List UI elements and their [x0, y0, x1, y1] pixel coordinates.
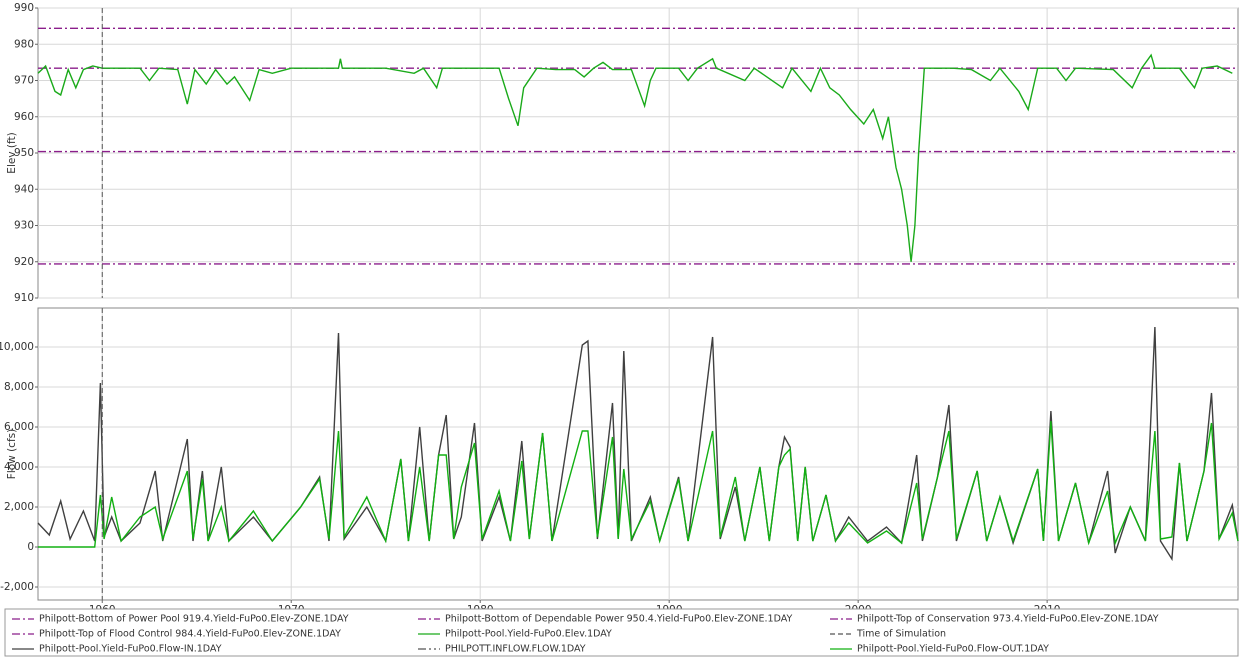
- legend-label: Philpott-Pool.Yield-FuPo0.Flow-IN.1DAY: [39, 644, 222, 655]
- y-tick-label: 960: [14, 111, 34, 123]
- y-axis-label: Flow (cfs): [6, 429, 18, 479]
- legend-label: Philpott-Top of Flood Control 984.4.Yiel…: [39, 629, 341, 640]
- series-line: [37, 53, 1233, 262]
- series-line: [38, 420, 1239, 548]
- legend-box: [4, 608, 1239, 657]
- y-axis-label: Elev (ft): [6, 132, 18, 173]
- y-tick-label: 4,000: [4, 461, 34, 473]
- y-tick-label: 950: [14, 147, 34, 159]
- y-tick-label: 910: [14, 292, 34, 304]
- y-tick-label: 940: [14, 183, 34, 195]
- y-tick-label: 970: [14, 75, 34, 87]
- y-tick-label: 6,000: [4, 421, 34, 433]
- y-tick-label: -2,000: [0, 581, 34, 593]
- y-tick-label: 0: [27, 541, 34, 553]
- plot-area: [37, 307, 1239, 601]
- y-tick-label: 990: [14, 2, 34, 14]
- legend-label: Time of Simulation: [856, 629, 946, 640]
- legend-label: Philpott-Pool.Yield-FuPo0.Flow-OUT.1DAY: [857, 644, 1049, 655]
- y-tick-label: 10,000: [0, 341, 34, 353]
- y-tick-label: 2,000: [4, 501, 34, 513]
- panel: 910 920 930 940 950 960 970 980 990 Elev (ft): [6, 2, 1239, 304]
- y-tick-label: 920: [14, 256, 34, 268]
- y-tick-label: 930: [14, 220, 34, 232]
- legend-label: PHILPOTT.INFLOW.FLOW.1DAY: [445, 644, 586, 655]
- y-tick-label: 8,000: [4, 381, 34, 393]
- legend-label: Philpott-Pool.Yield-FuPo0.Elev.1DAY: [445, 629, 612, 640]
- y-tick-label: 980: [14, 38, 34, 50]
- legend-label: Philpott-Top of Conservation 973.4.Yield…: [857, 614, 1159, 625]
- legend-label: Philpott-Bottom of Power Pool 919.4.Yiel…: [39, 614, 349, 625]
- panel: -2,00002,0004,0006,0008,00010,0001960197…: [0, 307, 1239, 616]
- legend-label: Philpott-Bottom of Dependable Power 950.…: [445, 614, 792, 625]
